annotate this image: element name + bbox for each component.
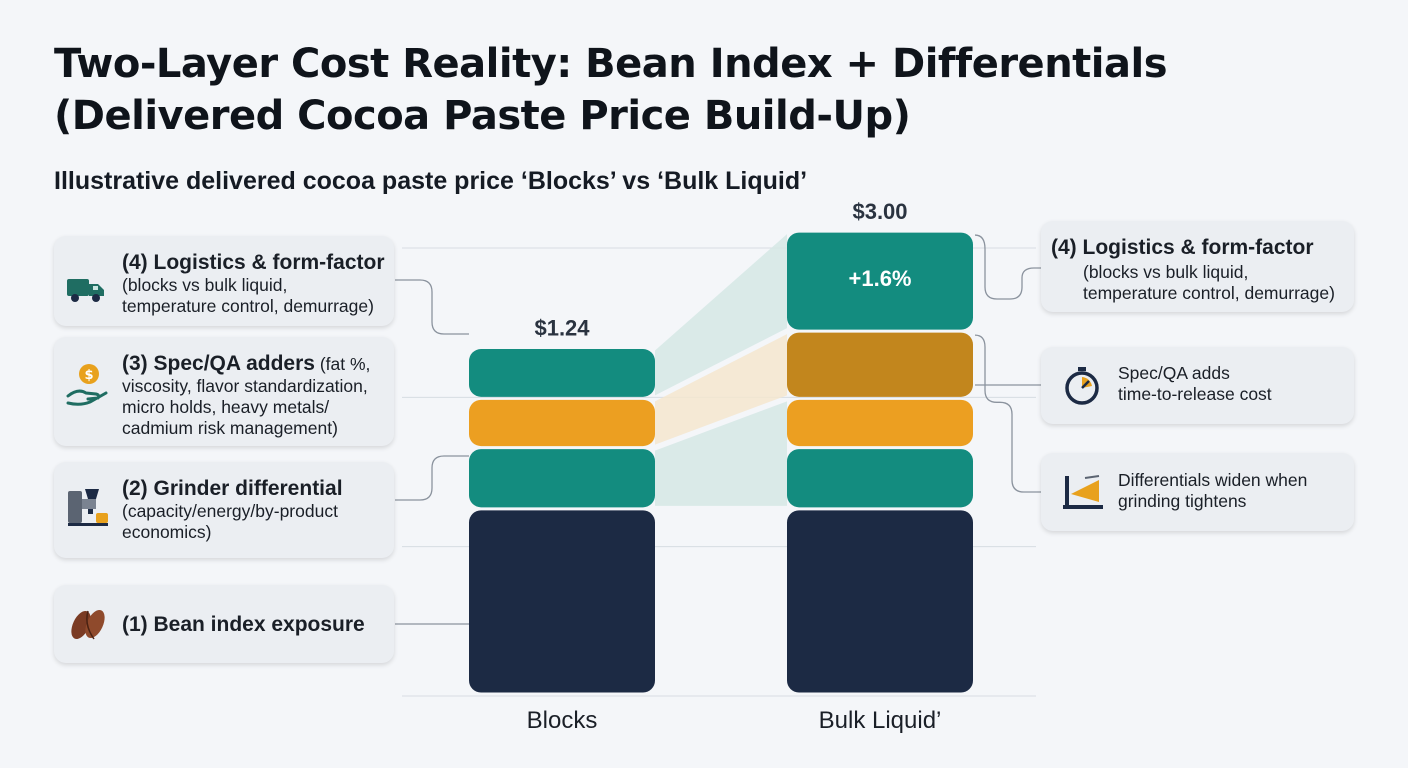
x-tick-label-0: Blocks <box>527 707 598 734</box>
right-card-spec-qa-time-line-1: Spec/QA adds <box>1118 363 1230 383</box>
bar-bulk-liquid-grinder <box>787 449 973 508</box>
chart-title-line-2: (Delivered Cocoa Paste Price Build-Up) <box>54 93 911 139</box>
chart-subtitle: Illustrative delivered cocoa paste price… <box>54 167 808 195</box>
x-tick-label-1: Bulk Liquid’ <box>819 707 942 734</box>
right-card-spec-qa-time: Spec/QA adds time-to-release cost <box>1041 347 1354 424</box>
legend-card-bean-index-title: (1) Bean index exposure <box>122 613 365 636</box>
bar-connectors <box>655 234 787 506</box>
chart-labels: Blocks $1.24 Bulk Liquid’ $3.00 +1.6% <box>527 199 942 734</box>
legend-card-bean-index: (1) Bean index exposure <box>54 585 394 663</box>
leader-grinder-left <box>395 455 469 501</box>
svg-text:$: $ <box>84 368 93 383</box>
right-card-differentials-widen-line-2: grinding tightens <box>1118 491 1247 511</box>
right-card-differentials-widen-line-1: Differentials widen when <box>1118 470 1308 490</box>
bar-blocks-grinder <box>469 449 655 508</box>
right-card-spec-qa-time-line-2: time-to-release cost <box>1118 384 1272 404</box>
bar-bulk-liquid-spec <box>787 399 973 447</box>
bar-blocks-logistics <box>469 349 655 397</box>
total-label-0: $1.24 <box>534 316 590 341</box>
leader-differential-right <box>974 334 1041 493</box>
connector-logistics <box>655 234 787 396</box>
right-card-logistics-title: (4) Logistics & form-factor <box>1051 236 1314 259</box>
legend-card-spec-qa-title-rest: (fat %, <box>314 354 371 374</box>
bar-blocks-spec <box>469 399 655 447</box>
legend-card-grinder-title: (2) Grinder differential <box>122 477 343 500</box>
right-card-logistics-line-2: temperature control, demurrage) <box>1083 283 1335 303</box>
legend-card-grinder: (2) Grinder differential (capacity/energ… <box>54 462 394 558</box>
segment-label-0: +1.6% <box>849 266 912 291</box>
legend-card-logistics: (4) Logistics & form-factor (blocks vs b… <box>54 236 394 326</box>
legend-card-spec-qa-line-1: viscosity, flavor standardization, <box>122 376 368 396</box>
widening-gap-icon <box>1061 472 1105 517</box>
coin-hand-icon: $ <box>66 363 110 412</box>
legend-card-logistics-line-2: temperature control, demurrage) <box>122 296 374 316</box>
bar-blocks-bean <box>469 510 655 693</box>
right-card-logistics-line-1: (blocks vs bulk liquid, <box>1083 262 1249 282</box>
legend-card-grinder-line-1: (capacity/energy/by-product <box>122 501 338 521</box>
legend-card-logistics-title: (4) Logistics & form-factor <box>122 251 385 274</box>
truck-icon <box>66 277 106 308</box>
bar-bulk-liquid-logistics <box>787 232 973 330</box>
connector-spec <box>655 334 787 445</box>
legend-card-spec-qa-line-3: cadmium risk management) <box>122 418 338 438</box>
legend-card-spec-qa-title: (3) Spec/QA adders <box>122 352 315 375</box>
chart-title-line-1: Two-Layer Cost Reality: Bean Index + Dif… <box>54 41 1168 87</box>
bar-bulk-liquid-bean <box>787 510 973 693</box>
legend-card-spec-qa: $ (3) Spec/QA adders (fat %, viscosity, … <box>54 337 394 446</box>
grinder-icon <box>66 487 110 532</box>
bars <box>469 232 973 693</box>
bar-bulk-liquid-spec-bulk-differential <box>787 332 973 397</box>
stopwatch-icon <box>1063 366 1103 411</box>
leader-logistics-left <box>395 279 469 335</box>
legend-card-grinder-line-2: economics) <box>122 522 212 542</box>
right-card-logistics: (4) Logistics & form-factor (blocks vs b… <box>1041 221 1354 312</box>
right-card-differentials-widen: Differentials widen when grinding tighte… <box>1041 453 1354 531</box>
chart-title: Two-Layer Cost Reality: Bean Index + Dif… <box>54 38 1354 142</box>
total-label-1: $3.00 <box>852 199 907 224</box>
leader-lines <box>395 234 1041 625</box>
legend-card-spec-qa-line-2: micro holds, heavy metals/ <box>122 397 330 417</box>
cocoa-bean-icon <box>66 603 110 650</box>
connector-grinder <box>655 401 787 506</box>
legend-card-logistics-line-1: (blocks vs bulk liquid, <box>122 275 288 295</box>
leader-logistics-right <box>974 234 1041 300</box>
